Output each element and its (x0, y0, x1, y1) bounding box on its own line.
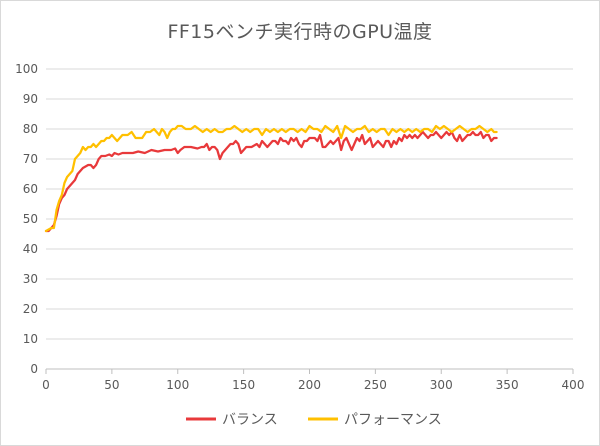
x-tick-label: 250 (364, 378, 387, 392)
legend-label-0: バランス (222, 412, 278, 428)
series-line-1 (44, 124, 498, 233)
y-tick-label: 100 (15, 62, 38, 76)
series-lines (44, 124, 498, 233)
x-tick-label: 400 (562, 378, 585, 392)
x-tick-label: 300 (430, 378, 453, 392)
y-tick-label: 0 (30, 362, 38, 376)
x-tick-label: 100 (166, 378, 189, 392)
x-tick-label: 350 (496, 378, 519, 392)
y-tick-label: 90 (23, 92, 38, 106)
y-tick-label: 30 (23, 272, 38, 286)
y-tick-label: 70 (23, 152, 38, 166)
chart-title: FF15ベンチ実行時のGPU温度 (167, 21, 433, 43)
x-tick-label: 150 (232, 378, 255, 392)
legend: バランス パフォーマンス (186, 412, 442, 428)
y-tick-label: 20 (23, 302, 38, 316)
y-tick-label: 80 (23, 122, 38, 136)
y-tick-label: 40 (23, 242, 38, 256)
y-tick-label: 50 (23, 212, 38, 226)
series-line-0 (44, 130, 498, 233)
gridlines (46, 68, 573, 340)
x-tick-label: 50 (104, 378, 119, 392)
x-tick-label: 200 (298, 378, 321, 392)
x-tick-label: 0 (42, 378, 50, 392)
axes: 0 10 20 30 40 50 60 70 80 90 100 0 50 100 150 200 250 300… (15, 62, 584, 392)
y-tick-label: 60 (23, 182, 38, 196)
legend-label-1: パフォーマンス (344, 412, 442, 428)
y-tick-label: 10 (23, 332, 38, 346)
